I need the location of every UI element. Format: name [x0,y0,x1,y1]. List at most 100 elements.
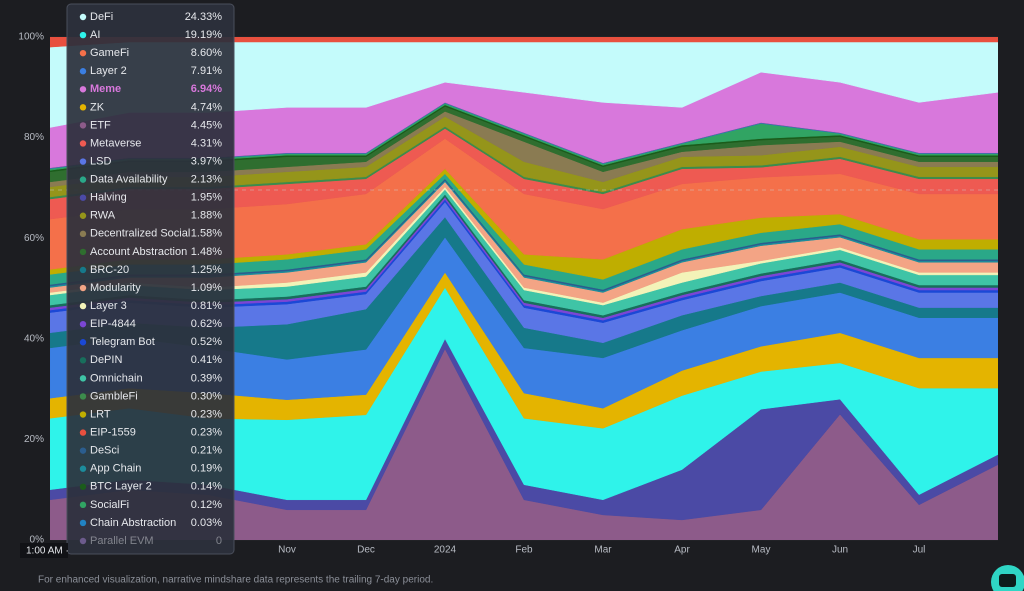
legend-dot [79,248,87,256]
hover-label: 1:00 AM · [26,546,69,557]
legend-name: AI [90,29,100,41]
legend-dot [79,483,87,490]
y-tick-label: 80% [24,132,44,143]
legend-dot [79,176,87,183]
legend-name: Omnichain [90,372,143,384]
legend-dot [79,31,87,39]
legend-name: Metaverse [90,137,141,149]
legend-dot [79,122,87,129]
axes: 0% 20% 40% 60% 80% 100% Nov Dec 2024 Feb Mar Apr May… [18,32,925,556]
legend-name: App Chain [90,463,141,475]
area [50,37,998,48]
legend-name: RWA [90,210,116,222]
legend-name: Account Abstraction [90,246,187,258]
legend-name: DePIN [90,354,122,366]
legend-dot [79,357,87,364]
legend-name: GameFi [90,47,129,59]
legend-value: 0.52% [191,336,222,348]
legend-value: 1.09% [191,282,222,294]
x-tick-label: 2024 [434,545,457,556]
legend-dot [79,266,87,274]
legend-value: 1.25% [191,264,222,276]
x-tick-label: Apr [674,545,690,556]
legend-name: GambleFi [90,390,138,402]
legend-value: 0.41% [191,354,222,366]
legend-dot [79,86,87,93]
legend-name: Layer 2 [90,65,127,77]
tooltip-box [66,3,235,555]
legend-name: Meme [90,83,121,95]
legend-name: LRT [90,408,111,420]
legend-dot [79,501,87,509]
legend-dot [79,212,87,219]
legend-value: 2.13% [191,174,222,186]
legend-dot [79,519,87,527]
legend-dot [79,465,87,472]
y-tick-label: 0% [30,535,45,546]
legend-name: DeSci [90,445,119,457]
legend-dot [79,411,87,418]
legend-dot [79,284,87,292]
legend-value: 0.39% [191,372,222,384]
x-tick-label: Jul [913,545,926,556]
legend-name: Modularity [90,282,141,294]
legend-dot [79,537,87,545]
legend-value: 1.95% [191,192,222,204]
legend-name: Telegram Bot [90,336,155,348]
legend-name: DeFi [90,11,113,23]
legend-value: 1.48% [191,246,222,258]
legend-value: 1.88% [191,210,222,222]
legend-value: 0.23% [191,426,222,438]
legend-value: 8.60% [191,47,222,59]
x-tick-label: May [752,545,771,556]
legend-dot [79,375,87,382]
areas [50,37,998,540]
legend-name: Layer 3 [90,300,127,312]
legend-name: BRC-20 [90,264,129,276]
legend-name: SocialFi [90,499,129,511]
legend-name: Decentralized Social [90,228,190,240]
legend-name: ETF [90,119,111,131]
legend-name: BTC Layer 2 [90,481,152,493]
legend-dot [79,339,87,346]
legend-name: Parallel EVM [90,535,154,547]
chat-icon [999,574,1016,587]
legend-dot [79,68,87,75]
x-tick-label: Jun [832,545,848,556]
legend-value: 0.12% [191,499,222,511]
legend-value: 0.14% [191,481,222,493]
legend-dot [79,230,87,238]
legend-name: Chain Abstraction [90,517,176,529]
legend-dot [79,194,87,201]
legend-value: 4.31% [191,137,222,149]
legend-dot [79,13,87,21]
legend-name: Data Availability [90,174,168,186]
x-tick-label: Dec [357,545,375,556]
x-tick-label: Feb [515,545,533,556]
legend-name: LSD [90,155,111,167]
legend-name: ZK [90,101,105,113]
footnote: For enhanced visualization, narrative mi… [38,575,433,586]
y-tick-label: 40% [24,333,44,344]
legend-dot [79,447,87,454]
legend-value: 1.58% [191,228,222,240]
legend-value: 0.62% [191,318,222,330]
legend-value: 0.21% [191,445,222,457]
legend-value: 19.19% [185,29,223,41]
legend-name: EIP-4844 [90,318,136,330]
legend-dot [79,158,87,165]
legend-value: 6.94% [191,83,222,95]
legend-dot [79,140,87,147]
legend-dot [79,49,87,57]
legend-value: 24.33% [185,11,223,23]
y-tick-label: 100% [18,32,44,43]
legend-dot [79,320,87,328]
legend-dot [79,429,87,436]
legend-value: 3.97% [191,155,222,167]
legend-value: 0 [216,535,222,547]
x-tick-label: Nov [278,545,296,556]
y-tick-label: 20% [24,434,44,445]
x-tick-label: Mar [594,545,612,556]
